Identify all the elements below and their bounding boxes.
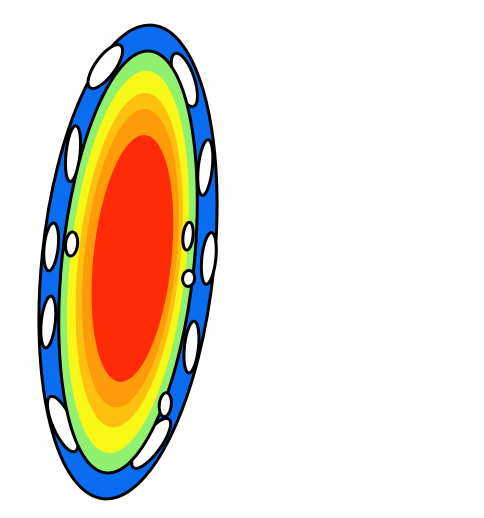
gap <box>199 231 218 286</box>
gap <box>157 391 173 419</box>
gap <box>182 319 201 375</box>
inner-gaps <box>63 220 197 419</box>
contour-blob <box>37 23 219 501</box>
gap <box>181 220 195 252</box>
gaps <box>39 43 218 470</box>
level-6 <box>91 135 174 382</box>
gap <box>181 268 197 288</box>
gap <box>39 294 58 350</box>
gap <box>196 138 215 197</box>
gap <box>86 43 125 90</box>
gap <box>42 221 61 273</box>
gap <box>63 230 80 258</box>
